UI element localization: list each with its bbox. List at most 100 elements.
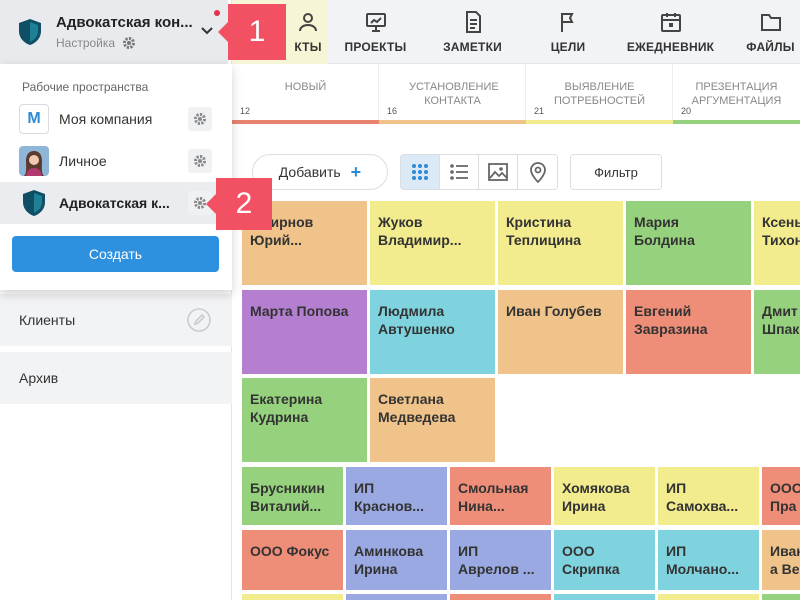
contact-card[interactable]: Людмила Автушенко <box>370 290 495 374</box>
contact-card[interactable] <box>554 594 655 600</box>
contact-card[interactable]: ИП Аврелов ... <box>450 530 551 590</box>
contact-card[interactable]: Дмит Шпак <box>754 290 800 374</box>
chevron-down-icon[interactable] <box>200 24 214 38</box>
map-view-button[interactable] <box>518 155 557 189</box>
stage-column[interactable]: УСТАНОВЛЕНИЕ КОНТАКТА 16 <box>379 64 526 124</box>
contact-card[interactable]: ООО Фокус <box>242 530 343 590</box>
workspace-item[interactable]: M Моя компания <box>0 98 232 140</box>
contact-card[interactable]: ООО Скрипка <box>554 530 655 590</box>
list-view-button[interactable] <box>440 155 479 189</box>
contact-card[interactable]: Брусникин Виталий... <box>242 467 343 525</box>
stage-color-bar <box>232 120 379 124</box>
workspace-item[interactable]: Личное <box>0 140 232 182</box>
contact-card[interactable]: ИП Самохва... <box>658 467 759 525</box>
callout-marker-1: 1 <box>218 4 286 60</box>
card-text-line: Юрий... <box>250 232 302 248</box>
card-text-line: Теплицина <box>506 232 582 248</box>
contact-card[interactable]: Марта Попова <box>242 290 367 374</box>
card-text-line: Смольная <box>458 480 529 496</box>
contact-card[interactable]: ИП Молчано... <box>658 530 759 590</box>
workspace-settings-button[interactable] <box>188 107 212 131</box>
contact-card[interactable]: Екатерина Кудрина <box>242 378 367 462</box>
workspace-settings-link[interactable]: Настройка <box>56 36 116 50</box>
card-text-line: Аврелов ... <box>458 561 535 577</box>
contact-card[interactable] <box>242 594 343 600</box>
contact-card[interactable] <box>450 594 551 600</box>
stage-name: НОВЫЙ <box>284 81 327 93</box>
contact-card[interactable]: Кристина Теплицина <box>498 201 623 285</box>
avatar <box>19 146 49 176</box>
nav-item-goals[interactable]: ЦЕЛИ <box>528 0 608 64</box>
card-text-line: Скрипка <box>562 561 620 577</box>
filter-button[interactable]: Фильтр <box>570 154 662 190</box>
stage-color-bar <box>673 120 800 124</box>
card-text-line: Мария <box>634 214 679 230</box>
gear-icon <box>194 113 206 125</box>
image-view-button[interactable] <box>479 155 518 189</box>
nav-item-files[interactable]: ФАЙЛЫ <box>733 0 800 64</box>
stage-name: УСТАНОВЛЕНИЕ КОНТАКТА <box>409 81 499 107</box>
contact-card[interactable] <box>658 594 759 600</box>
card-text-line: ООО <box>770 480 800 496</box>
stage-column[interactable]: ПРЕЗЕНТАЦИЯ АРГУМЕНТАЦИЯ 20 <box>673 64 800 124</box>
workspace-item-label: Личное <box>59 153 107 169</box>
stage-column[interactable]: НОВЫЙ 12 <box>232 64 379 124</box>
card-text-line: Иван <box>770 543 800 559</box>
contact-card[interactable]: Хомякова Ирина <box>554 467 655 525</box>
nav-label: ПРОЕКТЫ <box>344 40 407 54</box>
nav-label: КТЫ <box>294 40 322 54</box>
contact-card[interactable]: ИП Краснов... <box>346 467 447 525</box>
contact-card[interactable]: Аминкова Ирина <box>346 530 447 590</box>
nav-item-notes[interactable]: ЗАМЕТКИ <box>430 0 515 64</box>
pipeline-stages: НОВЫЙ 12 УСТАНОВЛЕНИЕ КОНТАКТА 16 ВЫЯВЛЕ… <box>232 64 800 124</box>
shield-logo-icon <box>23 190 45 216</box>
folder-icon <box>760 14 781 31</box>
card-text-line: Ирина <box>354 561 398 577</box>
contact-card[interactable]: Евгений Завразина <box>626 290 751 374</box>
card-text-line: Людмила <box>378 303 445 319</box>
edit-pencil-icon[interactable] <box>186 307 212 333</box>
contact-card[interactable]: Мария Болдина <box>626 201 751 285</box>
card-text-line: ИП <box>666 543 687 559</box>
card-text-line: Самохва... <box>666 498 739 514</box>
stage-count: 12 <box>240 106 251 116</box>
card-text-line: Иван Голубев <box>506 303 602 319</box>
add-button[interactable]: Добавить + <box>252 154 388 190</box>
workspace-title: Адвокатская кон... <box>56 14 193 31</box>
stage-color-bar <box>526 120 673 124</box>
contact-card[interactable]: Ксень Тихон <box>754 201 800 285</box>
grid-view-button[interactable] <box>401 155 440 189</box>
card-text-line: Кристина <box>506 214 572 230</box>
sidebar-section-archive[interactable]: Архив <box>0 352 232 404</box>
stage-column[interactable]: ВЫЯВЛЕНИЕ ПОТРЕБНОСТЕЙ 21 <box>526 64 673 124</box>
top-navigation: КТЫ ПРОЕКТЫ ЗАМЕТКИ ЦЕЛИ ЕЖЕДНЕВНИК ФАЙЛ… <box>228 0 800 64</box>
contact-card[interactable]: Жуков Владимир... <box>370 201 495 285</box>
card-text-line: Ирина <box>562 498 606 514</box>
gear-icon[interactable] <box>121 35 137 51</box>
workspace-settings-button[interactable] <box>188 149 212 173</box>
workspace-switcher[interactable]: Адвокатская кон... Настройка <box>0 0 228 64</box>
contact-card[interactable]: Светлана Медведева <box>370 378 495 462</box>
contact-card[interactable] <box>762 594 800 600</box>
contact-card[interactable]: Иван Голубев <box>498 290 623 374</box>
card-text-line: Краснов... <box>354 498 424 514</box>
workspace-item-selected[interactable]: Адвокатская к... <box>0 182 232 224</box>
card-text-line: Шпак <box>762 321 800 337</box>
plus-icon: + <box>350 161 362 182</box>
workspace-item-label: Адвокатская к... <box>59 195 170 211</box>
contact-card[interactable]: Иван а Ве <box>762 530 800 590</box>
contact-card[interactable]: ООО Пра <box>762 467 800 525</box>
card-text-line: Тихон <box>762 232 800 248</box>
create-workspace-button[interactable]: Создать <box>12 236 219 272</box>
card-text-line: ИП <box>354 480 375 496</box>
stage-count: 20 <box>681 106 692 116</box>
sidebar-section-clients[interactable]: Клиенты <box>0 294 232 346</box>
contact-card[interactable] <box>346 594 447 600</box>
nav-item-projects[interactable]: ПРОЕКТЫ <box>333 0 418 64</box>
document-icon <box>465 11 481 33</box>
stage-count: 16 <box>387 106 398 116</box>
contact-card[interactable]: Смольная Нина... <box>450 467 551 525</box>
nav-label: ФАЙЛЫ <box>746 40 795 54</box>
nav-item-planner[interactable]: ЕЖЕДНЕВНИК <box>618 0 723 64</box>
gear-icon <box>194 197 206 209</box>
